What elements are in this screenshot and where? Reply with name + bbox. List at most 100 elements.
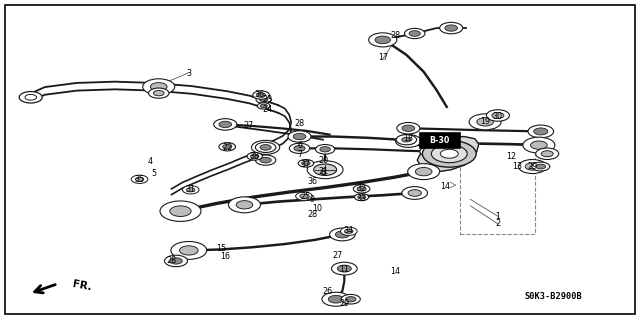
Circle shape: [332, 262, 357, 275]
Circle shape: [255, 142, 276, 152]
Circle shape: [171, 241, 207, 259]
Circle shape: [518, 160, 547, 174]
Text: 3: 3: [186, 69, 191, 78]
Circle shape: [223, 145, 232, 149]
Text: 8: 8: [321, 168, 326, 177]
Circle shape: [160, 201, 201, 221]
Text: 1: 1: [495, 212, 500, 221]
Circle shape: [182, 186, 199, 194]
Text: 5: 5: [151, 169, 156, 178]
Circle shape: [328, 295, 344, 303]
Circle shape: [541, 151, 553, 157]
Circle shape: [19, 92, 42, 103]
Circle shape: [150, 83, 167, 91]
Text: 14: 14: [390, 267, 401, 276]
Text: 35: 35: [134, 175, 145, 184]
Text: 7: 7: [297, 150, 302, 159]
Circle shape: [253, 91, 269, 99]
Text: 27: 27: [333, 251, 343, 260]
Text: 36: 36: [307, 177, 317, 186]
Text: 28: 28: [294, 119, 305, 128]
Circle shape: [247, 152, 262, 160]
Circle shape: [341, 294, 360, 304]
Circle shape: [420, 146, 440, 157]
Text: 11: 11: [339, 265, 349, 274]
Text: 24: 24: [262, 105, 273, 114]
Circle shape: [396, 135, 417, 145]
Text: 16: 16: [220, 252, 230, 261]
Circle shape: [335, 231, 349, 238]
Circle shape: [353, 185, 370, 193]
Circle shape: [179, 246, 198, 255]
Circle shape: [314, 164, 337, 175]
Text: 28: 28: [307, 210, 317, 219]
Text: 21: 21: [318, 167, 328, 176]
Text: 9: 9: [310, 195, 315, 204]
Text: 38: 38: [250, 152, 260, 161]
Circle shape: [525, 163, 540, 170]
Circle shape: [357, 187, 366, 191]
Text: 37: 37: [301, 160, 311, 169]
Circle shape: [440, 149, 458, 158]
Circle shape: [170, 206, 191, 217]
Circle shape: [375, 36, 390, 44]
Circle shape: [401, 137, 415, 145]
Circle shape: [260, 145, 271, 150]
Circle shape: [396, 135, 421, 147]
Circle shape: [440, 22, 463, 34]
Polygon shape: [417, 137, 479, 172]
Circle shape: [523, 137, 555, 153]
Circle shape: [477, 118, 493, 126]
Text: 14: 14: [440, 182, 450, 191]
Text: S0K3-B2900B: S0K3-B2900B: [525, 292, 582, 300]
Circle shape: [307, 161, 343, 179]
Circle shape: [421, 139, 434, 145]
Circle shape: [219, 121, 232, 128]
Circle shape: [322, 292, 350, 306]
Circle shape: [300, 194, 308, 198]
Text: 22: 22: [222, 143, 232, 152]
Circle shape: [143, 79, 175, 95]
Circle shape: [402, 125, 415, 131]
Circle shape: [316, 145, 335, 154]
Circle shape: [301, 161, 310, 166]
Circle shape: [260, 157, 271, 163]
Circle shape: [260, 104, 268, 108]
Circle shape: [289, 143, 310, 153]
Circle shape: [431, 145, 467, 163]
Circle shape: [492, 113, 504, 118]
Text: 32: 32: [356, 184, 367, 193]
Circle shape: [531, 141, 547, 149]
Text: 2: 2: [495, 219, 500, 228]
Circle shape: [416, 136, 439, 148]
Circle shape: [320, 147, 330, 152]
Text: 10: 10: [312, 204, 322, 213]
Text: 25: 25: [301, 192, 311, 201]
Circle shape: [252, 140, 280, 154]
Circle shape: [415, 167, 432, 176]
Text: 17: 17: [378, 53, 388, 62]
Circle shape: [402, 137, 411, 142]
Text: 26: 26: [323, 287, 333, 296]
Circle shape: [255, 155, 276, 165]
Circle shape: [214, 119, 237, 130]
Circle shape: [445, 25, 458, 31]
Circle shape: [131, 175, 148, 183]
Circle shape: [355, 194, 369, 201]
Circle shape: [228, 197, 260, 213]
Circle shape: [25, 94, 36, 100]
Text: 4: 4: [148, 157, 153, 166]
Circle shape: [486, 110, 509, 121]
Circle shape: [293, 133, 306, 140]
Text: 29: 29: [339, 299, 349, 308]
Circle shape: [187, 188, 195, 192]
Circle shape: [294, 134, 305, 139]
Circle shape: [154, 91, 164, 96]
Circle shape: [409, 31, 420, 36]
Circle shape: [340, 227, 357, 235]
Circle shape: [408, 164, 440, 180]
Circle shape: [528, 125, 554, 138]
Circle shape: [424, 149, 436, 154]
Circle shape: [256, 96, 271, 103]
Circle shape: [408, 190, 421, 196]
